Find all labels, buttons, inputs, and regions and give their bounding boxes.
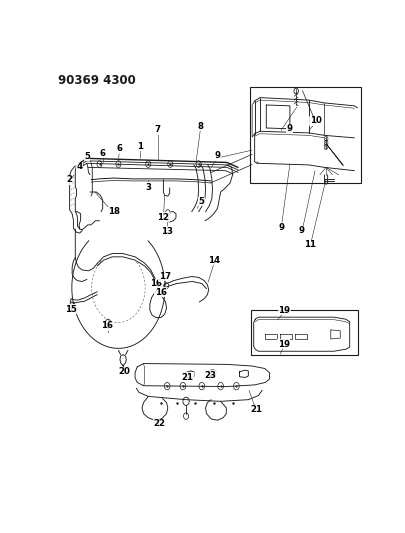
Text: 21: 21: [181, 373, 193, 382]
Text: 20: 20: [119, 367, 130, 376]
Text: 22: 22: [153, 419, 165, 428]
Text: 8: 8: [197, 122, 203, 131]
Text: 9: 9: [277, 223, 284, 232]
Text: 90369 4300: 90369 4300: [58, 74, 135, 87]
Text: 2: 2: [66, 175, 72, 184]
Text: 6: 6: [116, 144, 122, 154]
Text: 17: 17: [158, 272, 170, 281]
Text: 9: 9: [286, 124, 292, 133]
Text: 21: 21: [250, 406, 262, 415]
Bar: [250, 310, 357, 354]
Text: 19: 19: [277, 306, 290, 314]
Text: 16: 16: [154, 288, 166, 297]
Text: 16: 16: [150, 279, 162, 288]
Text: 19: 19: [277, 340, 289, 349]
Text: 1: 1: [137, 142, 143, 150]
Text: 9: 9: [298, 226, 304, 235]
Text: 15: 15: [65, 305, 77, 314]
Text: 6: 6: [99, 149, 105, 158]
Text: 5: 5: [84, 152, 90, 161]
Text: 9: 9: [214, 151, 220, 160]
Text: 11: 11: [303, 240, 315, 249]
Text: 13: 13: [160, 227, 172, 236]
Bar: [249, 86, 360, 183]
Text: 4: 4: [77, 162, 83, 171]
Text: 3: 3: [145, 183, 151, 191]
Text: 7: 7: [154, 125, 160, 134]
Text: 5: 5: [198, 197, 204, 206]
Text: 23: 23: [204, 370, 216, 379]
Text: 14: 14: [208, 256, 220, 265]
Text: 16: 16: [100, 321, 113, 330]
Text: 10: 10: [309, 116, 321, 125]
Text: 18: 18: [108, 207, 120, 216]
Text: 12: 12: [157, 213, 169, 222]
